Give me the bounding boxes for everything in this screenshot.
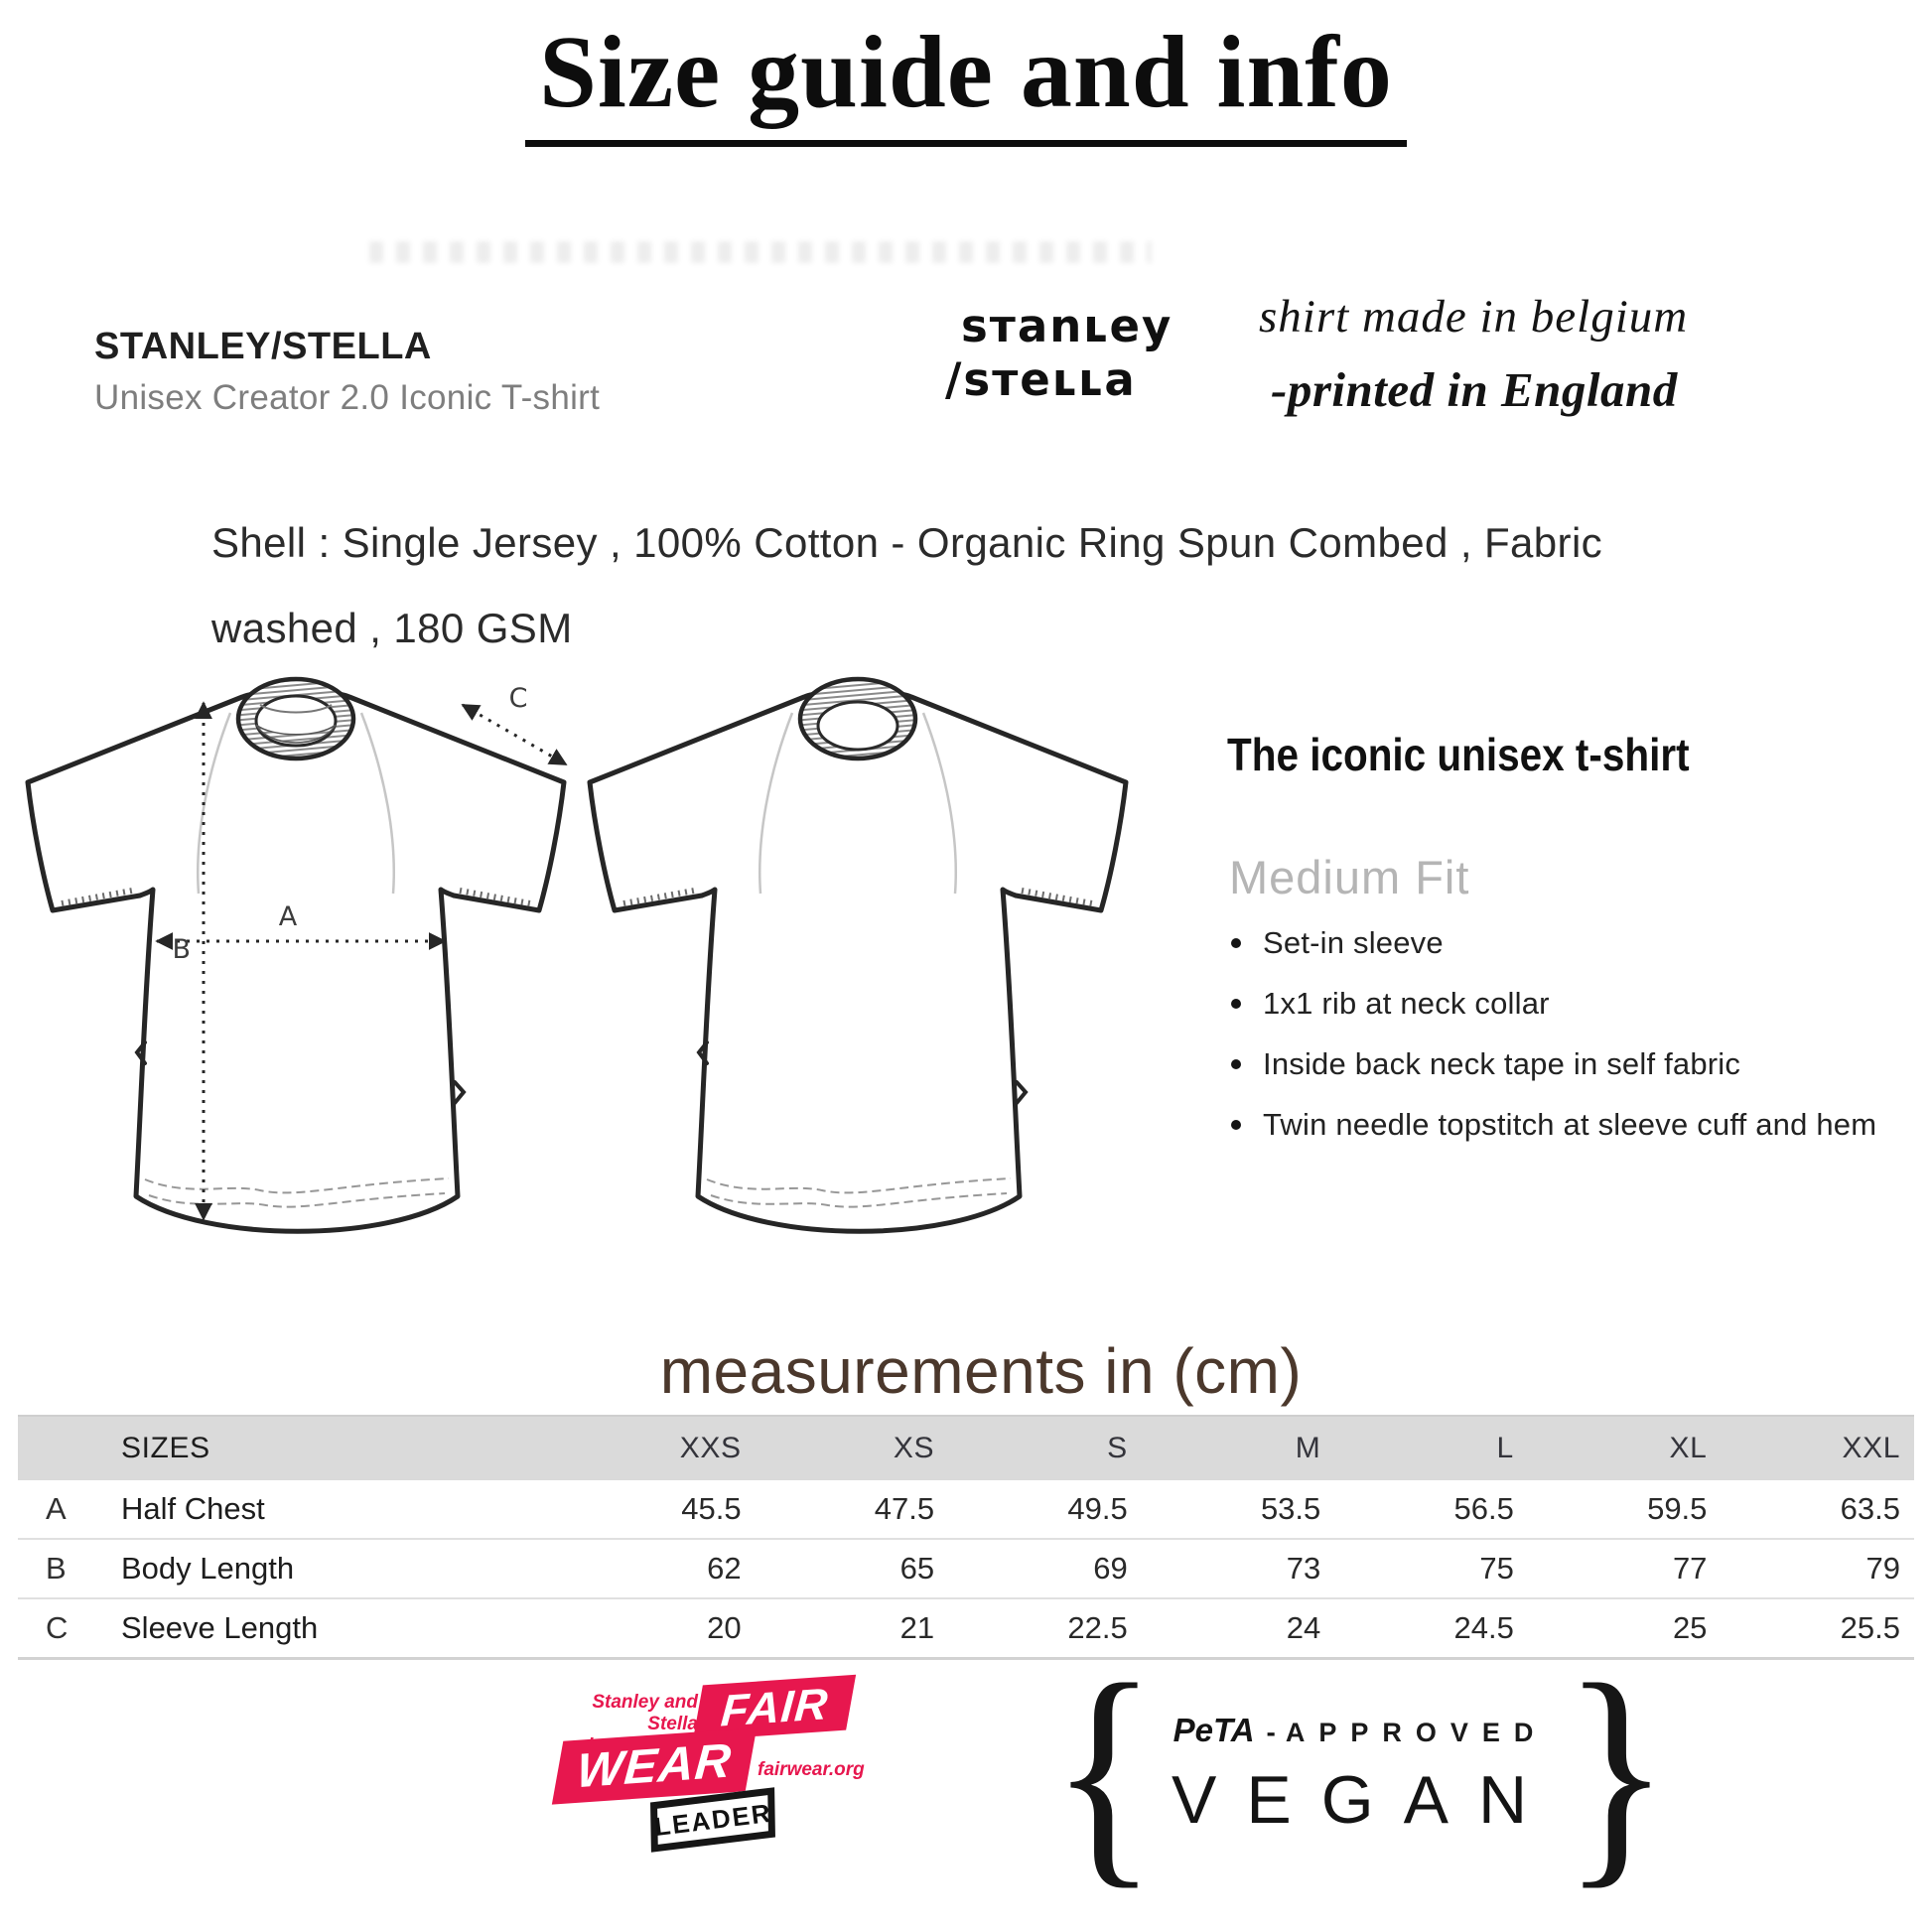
feature-item: Inside back neck tape in self fabric [1231, 1046, 1926, 1082]
size-column-header: M [1295, 1432, 1321, 1464]
table-row-half-chest: A Half Chest 45.5 47.5 49.5 53.5 56.5 59… [18, 1480, 1914, 1538]
peta-dash: - [1266, 1716, 1276, 1747]
row-value: 62 [707, 1551, 742, 1586]
fairwear-url: fairwear.org [758, 1759, 865, 1780]
row-value: 56.5 [1453, 1491, 1514, 1526]
leader-badge-text: LEADER [652, 1797, 773, 1842]
size-column-header: XXS [679, 1432, 742, 1464]
row-value: 59.5 [1647, 1491, 1708, 1526]
fabric-description: Shell : Single Jersey , 100% Cotton - Or… [211, 500, 1602, 671]
made-in-line-2: -printed in England [1271, 362, 1678, 417]
feature-text: Twin needle topstitch at sleeve cuff and… [1263, 1107, 1877, 1142]
row-label: Body Length [121, 1551, 295, 1586]
bullet-dot-icon [1231, 999, 1241, 1009]
right-brace-icon: } [1563, 1633, 1671, 1909]
back-collar [797, 676, 918, 761]
table-header-row: SIZES XXS XS S M L XL XXL [18, 1415, 1914, 1480]
logo-line-1: sᴛanʟey [961, 300, 1173, 352]
wear-word: WEAR [575, 1733, 734, 1799]
made-in-note: shirt made in belgium -printed in Englan… [1259, 290, 1688, 418]
member-line-1: Stanley and Stella [592, 1692, 698, 1734]
row-value: 45.5 [681, 1491, 742, 1526]
feature-item: 1x1 rib at neck collar [1231, 986, 1926, 1022]
back-shirt-drawing [590, 676, 1126, 1231]
size-table: SIZES XXS XS S M L XL XXL A Half Chest 4… [18, 1415, 1914, 1660]
feature-item: Twin needle topstitch at sleeve cuff and… [1231, 1107, 1926, 1143]
row-value: 22.5 [1067, 1610, 1128, 1645]
row-value: 69 [1093, 1551, 1128, 1586]
feature-item: Set-in sleeve [1231, 925, 1926, 961]
row-value: 79 [1865, 1551, 1900, 1586]
size-column-header: XXL [1842, 1432, 1900, 1464]
page-title: Size guide and info [525, 18, 1407, 148]
row-value: 65 [899, 1551, 935, 1586]
row-value: 77 [1672, 1551, 1708, 1586]
fabric-line-2: washed , 180 GSM [211, 605, 573, 651]
vegan-logo-text: PeTA - APPROVED VEGAN [1164, 1706, 1557, 1839]
header-sizes-label: SIZES [121, 1432, 210, 1464]
brand-name: STANLEY/STELLA [94, 326, 432, 367]
stanley-stella-logo: sᴛanʟey /sᴛeʟʟa [945, 300, 1173, 407]
row-value: 24.5 [1453, 1610, 1514, 1645]
feature-text: Inside back neck tape in self fabric [1263, 1046, 1741, 1081]
measure-arrows: A B C [155, 683, 568, 1221]
feature-text: Set-in sleeve [1263, 925, 1444, 960]
fabric-line-1: Shell : Single Jersey , 100% Cotton - Or… [211, 519, 1603, 566]
peta-brand: PeTA [1173, 1711, 1255, 1748]
row-label: Half Chest [121, 1491, 265, 1526]
bullet-dot-icon [1231, 1059, 1241, 1069]
brand-block: STANLEY/STELLA Unisex Creator 2.0 Iconic… [94, 326, 600, 418]
row-value: 73 [1286, 1551, 1321, 1586]
info-heading: The iconic unisex t-shirt [1227, 729, 1690, 780]
table-row-sleeve-length: C Sleeve Length 20 21 22.5 24 24.5 25 25… [18, 1597, 1914, 1660]
front-shirt-drawing [28, 676, 564, 1231]
size-diagram: A B C [0, 676, 1201, 1340]
measurements-heading: measurements in (cm) [659, 1335, 1303, 1407]
vegan-word: VEGAN [1172, 1761, 1558, 1838]
size-column-header: L [1496, 1432, 1514, 1464]
fit-label: Medium Fit [1229, 851, 1470, 903]
row-value: 53.5 [1260, 1491, 1321, 1526]
fair-wear-logo: Stanley and Stella is a member of FAIR W… [551, 1674, 865, 1862]
watermark-artifact [369, 241, 1152, 263]
approved-text: APPROVED [1285, 1717, 1548, 1747]
feature-list: Set-in sleeve 1x1 rib at neck collar Ins… [1231, 925, 1926, 1168]
made-in-line-1: shirt made in belgium [1259, 291, 1689, 343]
size-column-header: XL [1669, 1432, 1708, 1464]
peta-vegan-logo: { PeTA - APPROVED VEGAN } [1044, 1633, 1670, 1909]
size-column-header: S [1107, 1432, 1128, 1464]
row-value: 25.5 [1840, 1610, 1900, 1645]
row-value: 49.5 [1067, 1491, 1128, 1526]
row-value: 25 [1672, 1610, 1708, 1645]
row-value: 21 [899, 1610, 935, 1645]
leader-badge: LEADER [650, 1787, 775, 1853]
row-value: 24 [1286, 1610, 1321, 1645]
row-value: 63.5 [1840, 1491, 1900, 1526]
front-collar [235, 676, 356, 761]
left-brace-icon: { [1050, 1633, 1158, 1909]
measure-label-b: B [172, 934, 191, 965]
product-name: Unisex Creator 2.0 Iconic T-shirt [94, 378, 601, 417]
bullet-dot-icon [1231, 1120, 1241, 1130]
row-value: 75 [1479, 1551, 1514, 1586]
bullet-dot-icon [1231, 938, 1241, 948]
row-key: A [46, 1491, 67, 1526]
peta-approved-row: PeTA - APPROVED [1173, 1712, 1548, 1749]
table-row-body-length: B Body Length 62 65 69 73 75 77 79 [18, 1538, 1914, 1597]
row-label: Sleeve Length [121, 1610, 319, 1645]
fair-word: FAIR [719, 1678, 830, 1736]
measure-arrow-c [461, 703, 568, 766]
feature-text: 1x1 rib at neck collar [1263, 986, 1550, 1021]
measure-label-c: C [509, 683, 528, 714]
row-key: B [46, 1551, 67, 1586]
row-value: 20 [707, 1610, 742, 1645]
measure-label-a: A [279, 901, 298, 932]
row-key: C [46, 1610, 69, 1645]
size-column-header: XS [893, 1432, 935, 1464]
row-value: 47.5 [874, 1491, 935, 1526]
title-wrap: Size guide and info [0, 18, 1932, 148]
logo-line-2: /sᴛeʟʟa [945, 353, 1137, 406]
